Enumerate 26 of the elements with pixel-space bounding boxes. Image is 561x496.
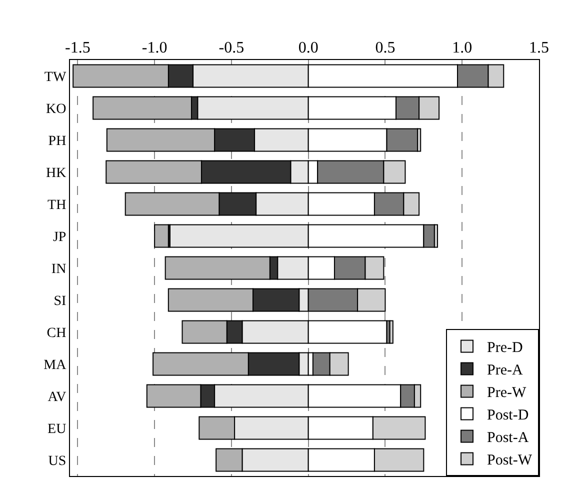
x-tick-label: 0.5 bbox=[375, 40, 396, 57]
y-tick-label: PH bbox=[48, 134, 66, 149]
y-tick-label: EU bbox=[48, 422, 66, 437]
x-tick-label: 0.0 bbox=[298, 40, 318, 57]
legend-label: Pre-A bbox=[487, 362, 523, 379]
y-tick-label: SI bbox=[54, 294, 67, 309]
legend-label: Post-W bbox=[487, 452, 533, 469]
legend-label: Pre-D bbox=[487, 340, 523, 356]
y-tick-label: TW bbox=[44, 70, 67, 85]
legend-label: Pre-W bbox=[487, 385, 527, 402]
legend-label: Post-A bbox=[487, 430, 529, 446]
y-tick-label: KO bbox=[46, 102, 66, 117]
x-tick-label: 1.5 bbox=[529, 40, 549, 57]
y-tick-label: CH bbox=[46, 326, 66, 341]
x-tick-label: -1.0 bbox=[142, 40, 168, 57]
x-tick-label: 1.0 bbox=[452, 40, 472, 57]
y-tick-label: US bbox=[48, 454, 66, 469]
y-tick-label: TH bbox=[48, 198, 66, 213]
x-tick-label: -1.5 bbox=[65, 40, 90, 57]
y-tick-label: JP bbox=[52, 230, 66, 245]
legend-label: Post-D bbox=[487, 408, 529, 424]
y-tick-label: AV bbox=[48, 390, 66, 405]
y-tick-label: MA bbox=[44, 358, 68, 373]
y-tick-label: IN bbox=[51, 262, 66, 277]
x-tick-label: -0.5 bbox=[218, 40, 244, 57]
y-tick-label: HK bbox=[46, 166, 66, 181]
